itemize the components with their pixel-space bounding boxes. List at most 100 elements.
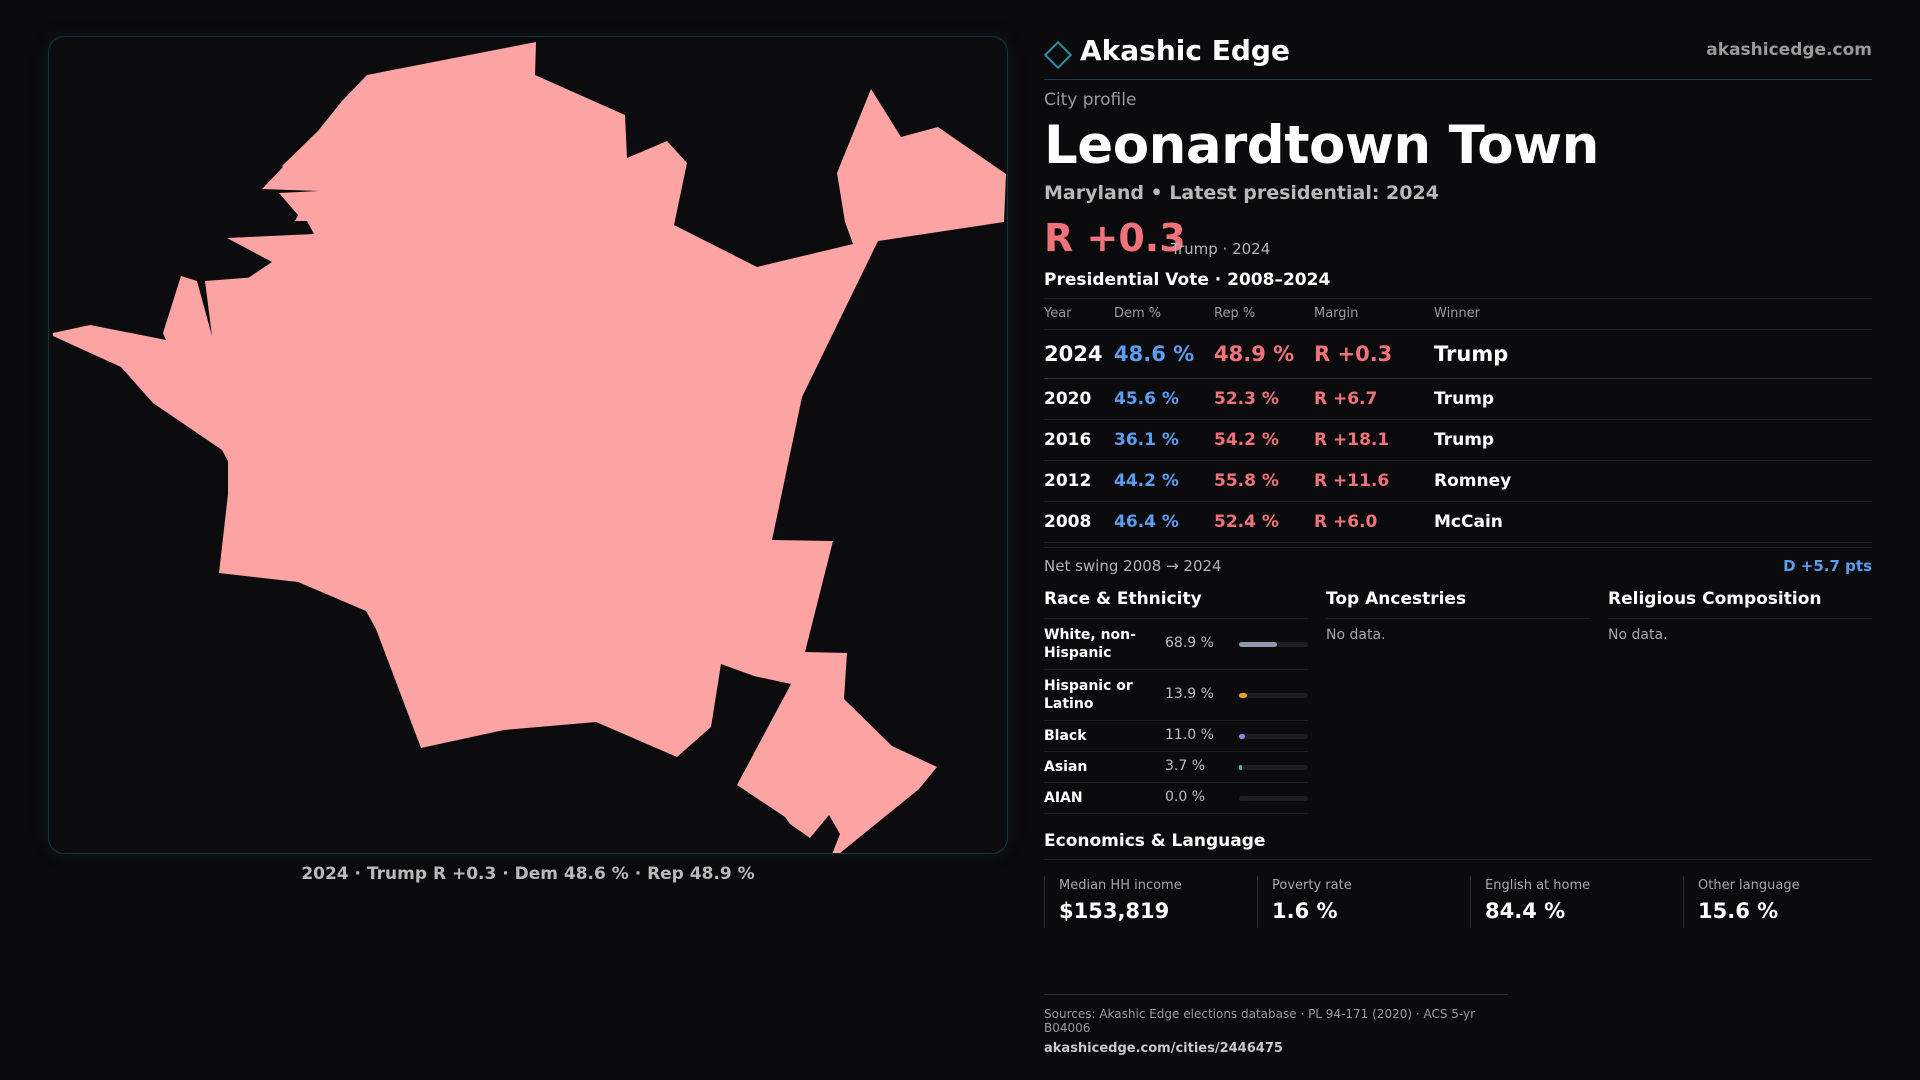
rep-cell: 55.8 %	[1214, 460, 1314, 502]
winner-cell: Trump	[1434, 329, 1872, 379]
footer-sources: Sources: Akashic Edge elections database…	[1044, 1007, 1476, 1035]
rep-cell: 48.9 %	[1214, 329, 1314, 379]
race-pct: 68.9 %	[1165, 634, 1214, 651]
table-row: 2016 36.1 % 54.2 % R +18.1 Trump	[1044, 419, 1872, 461]
race-bar-track	[1239, 733, 1308, 739]
economics-title: Economics & Language	[1044, 831, 1872, 860]
race-row-white: White, non-Hispanic 68.9 %	[1044, 619, 1308, 670]
margin-cell: R +6.7	[1314, 378, 1434, 420]
margin-cell: R +11.6	[1314, 460, 1434, 502]
col-header-dem: Dem %	[1114, 299, 1214, 330]
race-bar-fill	[1239, 733, 1246, 739]
religion-empty-text: No data.	[1608, 626, 1668, 643]
race-bar-track	[1239, 692, 1308, 698]
map-panel[interactable]	[48, 36, 1008, 854]
city-boundary-map	[53, 42, 1006, 854]
col-header-winner: Winner	[1434, 299, 1872, 330]
net-swing-value: D +5.7 pts	[1783, 556, 1872, 575]
race-row-aian: AIAN 0.0 %	[1044, 783, 1308, 814]
dem-cell: 44.2 %	[1114, 460, 1214, 502]
religion-title: Religious Composition	[1608, 587, 1872, 619]
table-header-row: Year Dem % Rep % Margin Winner	[1044, 299, 1872, 330]
race-ethnicity-title: Race & Ethnicity	[1044, 587, 1308, 619]
rep-cell: 52.3 %	[1214, 378, 1314, 420]
race-label: Black	[1044, 727, 1087, 744]
race-bar-track	[1239, 764, 1308, 770]
footer-url-link[interactable]: akashicedge.com/cities/2446475	[1044, 1041, 1283, 1056]
headline-margin: R +0.3	[1044, 216, 1186, 260]
year-cell: 2016	[1044, 419, 1114, 461]
stat-label: Other language	[1698, 877, 1800, 893]
race-bar-fill	[1239, 764, 1242, 770]
headline-winner: Trump · 2024	[1171, 240, 1271, 258]
stat-value: 1.6 %	[1272, 898, 1338, 923]
stat-label: Median HH income	[1059, 877, 1182, 893]
page-eyebrow: City profile	[1044, 90, 1137, 110]
race-label: White, non-Hispanic	[1044, 626, 1136, 661]
stat-card-poverty: Poverty rate 1.6 %	[1257, 875, 1457, 928]
race-pct: 3.7 %	[1165, 757, 1206, 774]
economics-cards: Median HH income $153,819 Poverty rate 1…	[1044, 875, 1872, 946]
net-swing-row: Net swing 2008 → 2024 D +5.7 pts	[1044, 546, 1872, 583]
table-row: 2012 44.2 % 55.8 % R +11.6 Romney	[1044, 460, 1872, 502]
profile-panel: Akashic Edge akashicedge.com City profil…	[1043, 30, 1872, 946]
net-swing-label: Net swing 2008 → 2024	[1044, 556, 1222, 575]
headline-result: R +0.3 Trump · 2024	[1044, 216, 1872, 262]
rep-cell: 52.4 %	[1214, 501, 1314, 543]
dem-cell: 46.4 %	[1114, 501, 1214, 543]
race-row-hispanic: Hispanic or Latino 13.9 %	[1044, 670, 1308, 721]
winner-cell: Trump	[1434, 378, 1872, 420]
table-row: 2024 48.6 % 48.9 % R +0.3 Trump	[1044, 329, 1872, 379]
stat-card-english: English at home 84.4 %	[1470, 875, 1670, 928]
stat-label: Poverty rate	[1272, 877, 1352, 893]
margin-cell: R +0.3	[1314, 329, 1434, 379]
race-row-asian: Asian 3.7 %	[1044, 752, 1308, 783]
race-pct: 0.0 %	[1165, 788, 1206, 805]
presidential-vote-table: Year Dem % Rep % Margin Winner 2024 48.6…	[1044, 299, 1872, 543]
table-row: 2008 46.4 % 52.4 % R +6.0 McCain	[1044, 501, 1872, 543]
stat-label: English at home	[1485, 877, 1591, 893]
winner-cell: Romney	[1434, 460, 1872, 502]
dem-cell: 48.6 %	[1114, 329, 1214, 379]
race-bar-fill	[1239, 641, 1278, 647]
race-bar-fill	[1239, 692, 1247, 698]
stat-card-other-language: Other language 15.6 %	[1683, 875, 1883, 928]
city-boundary-shape[interactable]	[53, 42, 1006, 854]
year-cell: 2024	[1044, 329, 1114, 379]
stat-card-income: Median HH income $153,819	[1044, 875, 1244, 928]
race-pct: 13.9 %	[1165, 685, 1214, 702]
stat-value: 15.6 %	[1698, 898, 1779, 923]
ancestries-title: Top Ancestries	[1326, 587, 1590, 619]
race-bar-track	[1239, 641, 1308, 647]
race-pct: 11.0 %	[1165, 726, 1214, 743]
demographics-columns: Race & Ethnicity White, non-Hispanic 68.…	[1044, 587, 1872, 827]
race-row-black: Black 11.0 %	[1044, 721, 1308, 752]
year-cell: 2008	[1044, 501, 1114, 543]
brand-url-link[interactable]: akashicedge.com	[1706, 40, 1872, 60]
rep-cell: 54.2 %	[1214, 419, 1314, 461]
col-header-year: Year	[1044, 299, 1114, 330]
dem-cell: 36.1 %	[1114, 419, 1214, 461]
margin-cell: R +18.1	[1314, 419, 1434, 461]
margin-cell: R +6.0	[1314, 501, 1434, 543]
presidential-vote-title: Presidential Vote · 2008–2024	[1044, 270, 1872, 299]
race-ethnicity-section: Race & Ethnicity White, non-Hispanic 68.…	[1044, 587, 1308, 814]
page-footer: Sources: Akashic Edge elections database…	[1044, 994, 1508, 1056]
diamond-logo-icon	[1043, 40, 1073, 70]
page-title: Leonardtown Town	[1044, 115, 1599, 176]
religion-section: Religious Composition No data.	[1608, 587, 1872, 643]
race-label: Hispanic or Latino	[1044, 677, 1133, 712]
table-row: 2020 45.6 % 52.3 % R +6.7 Trump	[1044, 378, 1872, 420]
race-bar-track	[1239, 795, 1308, 801]
page-subtitle: Maryland • Latest presidential: 2024	[1044, 182, 1439, 204]
col-header-margin: Margin	[1314, 299, 1434, 330]
ancestries-section: Top Ancestries No data.	[1326, 587, 1590, 643]
winner-cell: Trump	[1434, 419, 1872, 461]
winner-cell: McCain	[1434, 501, 1872, 543]
brand-name[interactable]: Akashic Edge	[1080, 34, 1290, 67]
stat-value: 84.4 %	[1485, 898, 1566, 923]
brand-header: Akashic Edge akashicedge.com	[1043, 30, 1872, 80]
stat-value: $153,819	[1059, 898, 1170, 923]
map-caption: 2024 · Trump R +0.3 · Dem 48.6 % · Rep 4…	[301, 864, 755, 884]
year-cell: 2020	[1044, 378, 1114, 420]
